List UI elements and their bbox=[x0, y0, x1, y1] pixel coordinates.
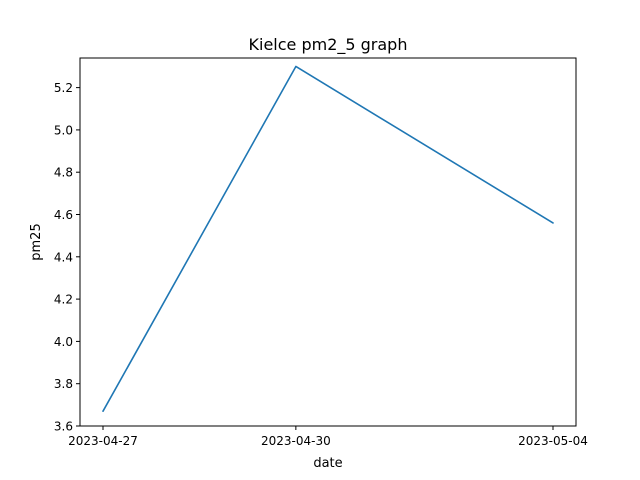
y-tick-label: 5.0 bbox=[54, 123, 73, 137]
series-layer bbox=[102, 65, 554, 413]
x-tick-label: 2023-04-30 bbox=[261, 434, 331, 448]
series-line bbox=[102, 65, 554, 413]
x-axis-label: date bbox=[313, 456, 342, 471]
y-tick-label: 4.2 bbox=[54, 293, 73, 307]
y-axis-label: pm25 bbox=[29, 223, 44, 260]
y-tick-label: 4.4 bbox=[54, 250, 73, 264]
x-tick-label: 2023-04-27 bbox=[68, 434, 138, 448]
y-tick-label: 5.2 bbox=[54, 81, 73, 95]
y-tick-label: 4.8 bbox=[54, 166, 73, 180]
plot-area bbox=[79, 57, 577, 427]
y-tick-label: 4.6 bbox=[54, 208, 73, 222]
y-tick-label: 4.0 bbox=[54, 335, 73, 349]
x-tick-label: 2023-05-04 bbox=[518, 434, 588, 448]
y-tick-label: 3.6 bbox=[54, 420, 73, 434]
chart-title: Kielce pm2_5 graph bbox=[249, 35, 408, 55]
y-tick-label: 3.8 bbox=[54, 377, 73, 391]
plot-frame bbox=[79, 57, 577, 427]
x-axis: 2023-04-27 2023-04-30 2023-05-04 bbox=[68, 426, 588, 448]
y-axis: 3.6 3.8 4.0 4.2 4.4 4.6 4.8 5.0 5.2 bbox=[54, 81, 80, 434]
